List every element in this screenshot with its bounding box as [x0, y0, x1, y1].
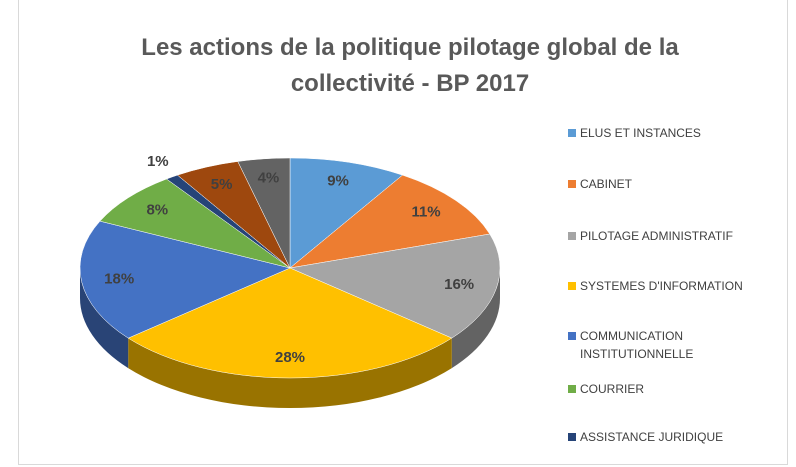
legend-swatch	[568, 129, 576, 137]
legend-entry: COURRIER	[568, 380, 753, 398]
legend-label: SYSTEMES D'INFORMATION	[580, 279, 743, 293]
data-label: 11%	[411, 204, 440, 221]
legend-entry: CABINET	[568, 175, 753, 193]
legend-label: ASSISTANCE JURIDIQUE	[580, 430, 724, 444]
legend-swatch	[568, 332, 576, 340]
pie-slice	[237, 157, 291, 269]
legend-label: COURRIER	[580, 382, 645, 396]
pie-slice	[289, 174, 491, 269]
legend-label: COMMUNICATION INSTITUTIONNELLE	[580, 329, 694, 361]
legend-entry: SYSTEMES D'INFORMATION	[568, 277, 753, 295]
chart-title: Les actions de la politique pilotage glo…	[141, 34, 679, 97]
chart-frame	[18, 0, 788, 465]
legend-entry: PILOTAGE ADMINISTRATIF	[568, 227, 753, 245]
legend-swatch	[568, 282, 576, 290]
data-label: 5%	[211, 176, 233, 193]
legend-swatch	[568, 232, 576, 240]
pie-slice-side	[451, 268, 500, 369]
legend-entry: ELUS ET INSTANCES	[568, 124, 753, 142]
legend-label: CABINET	[580, 177, 633, 191]
data-label: 4%	[258, 169, 280, 186]
pie-slice-side	[128, 338, 452, 408]
legend-swatch	[568, 385, 576, 393]
legend-label: ELUS ET INSTANCES	[580, 126, 701, 140]
pie-slice-side	[80, 268, 129, 369]
legend-label: PILOTAGE ADMINISTRATIF	[580, 229, 733, 243]
pie-slice	[79, 220, 291, 339]
legend-swatch	[568, 433, 576, 441]
legend-entry: ASSISTANCE JURIDIQUE	[568, 428, 753, 446]
data-label: 28%	[275, 349, 305, 366]
data-label: 18%	[104, 270, 134, 287]
pie-chart: 9% 11% 16% 28% 18% 8% 1% 5% 4%	[79, 153, 501, 408]
pie-slice	[289, 157, 404, 269]
data-label: 8%	[146, 201, 168, 218]
data-label: 1%	[147, 153, 169, 170]
data-label: 16%	[444, 276, 474, 293]
data-label: 9%	[327, 172, 349, 189]
pie-slice	[99, 178, 291, 269]
pie-slice	[289, 233, 501, 339]
pie-slice	[127, 267, 453, 379]
legend-swatch	[568, 180, 576, 188]
legend-entry: COMMUNICATION INSTITUTIONNELLE	[568, 327, 753, 363]
